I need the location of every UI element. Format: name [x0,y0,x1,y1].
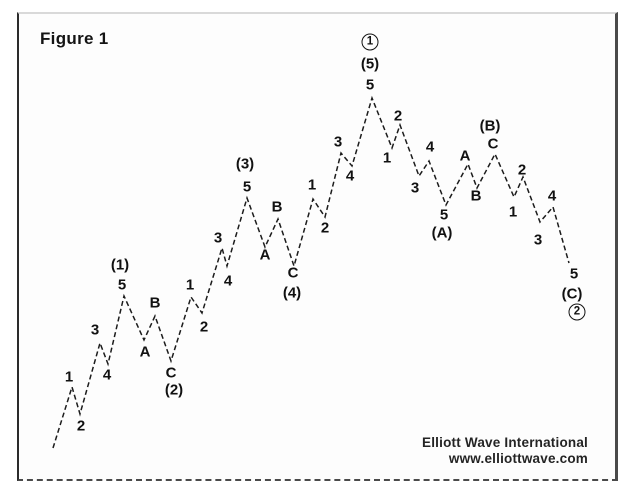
wave-label-5: 5 [569,265,579,283]
wave-label-1: 1 [382,149,392,167]
wave-label-4: 4 [547,187,557,205]
wave-label-5: 5 [242,178,252,196]
wave-label-A: A [459,147,471,165]
wave-label-C: C [487,135,499,153]
wave-label-5: 5 [117,276,127,294]
wave-label-1: 1 [508,203,518,221]
wave-label-2: 2 [199,318,209,336]
wave-label-1: 1 [307,176,317,194]
wave-label-3: 3 [533,231,543,249]
wave-label-5: (5) [360,55,380,73]
wave-label-4: 4 [102,366,112,384]
wave-label-3: 3 [90,321,100,339]
wave-label-4: 4 [345,167,355,185]
circled-wave-label-2: 2 [568,303,586,321]
credit-line-1: Elliott Wave International [422,435,588,450]
wave-label-B: B [149,294,161,312]
wave-label-A: A [259,246,271,264]
wave-label-3: 3 [333,133,343,151]
price-path [52,95,570,449]
wave-label-2: (2) [164,381,184,399]
figure-title: Figure 1 [40,29,109,48]
wave-label-3: 3 [213,229,223,247]
wave-label-4: (4) [282,284,302,302]
wave-label-4: 4 [425,138,435,156]
wave-label-A: A [139,343,151,361]
wave-label-B: (B) [479,117,501,135]
wave-label-2: 2 [320,219,330,237]
credit-line-2: www.elliottwave.com [448,451,588,466]
credit-block: Elliott Wave International www.elliottwa… [422,435,588,467]
circled-wave-label-1: 1 [361,33,379,51]
wave-label-C: C [165,364,177,382]
wave-label-C: (C) [561,285,583,303]
wave-label-2: 2 [76,417,86,435]
wave-label-A: (A) [431,224,453,242]
wave-label-1: 1 [185,276,195,294]
wave-label-5: 5 [365,76,375,94]
wave-label-3: (3) [235,155,255,173]
wave-label-C: C [287,264,299,282]
wave-label-1: 1 [64,368,74,386]
wave-label-2: 2 [517,161,527,179]
wave-label-1: (1) [110,256,130,274]
wave-label-B: B [470,187,482,205]
wave-label-B: B [271,198,283,216]
wave-label-3: 3 [410,179,420,197]
wave-label-2: 2 [393,107,403,125]
wave-label-4: 4 [223,272,233,290]
figure-frame [17,12,618,481]
wave-label-5: 5 [439,206,449,224]
